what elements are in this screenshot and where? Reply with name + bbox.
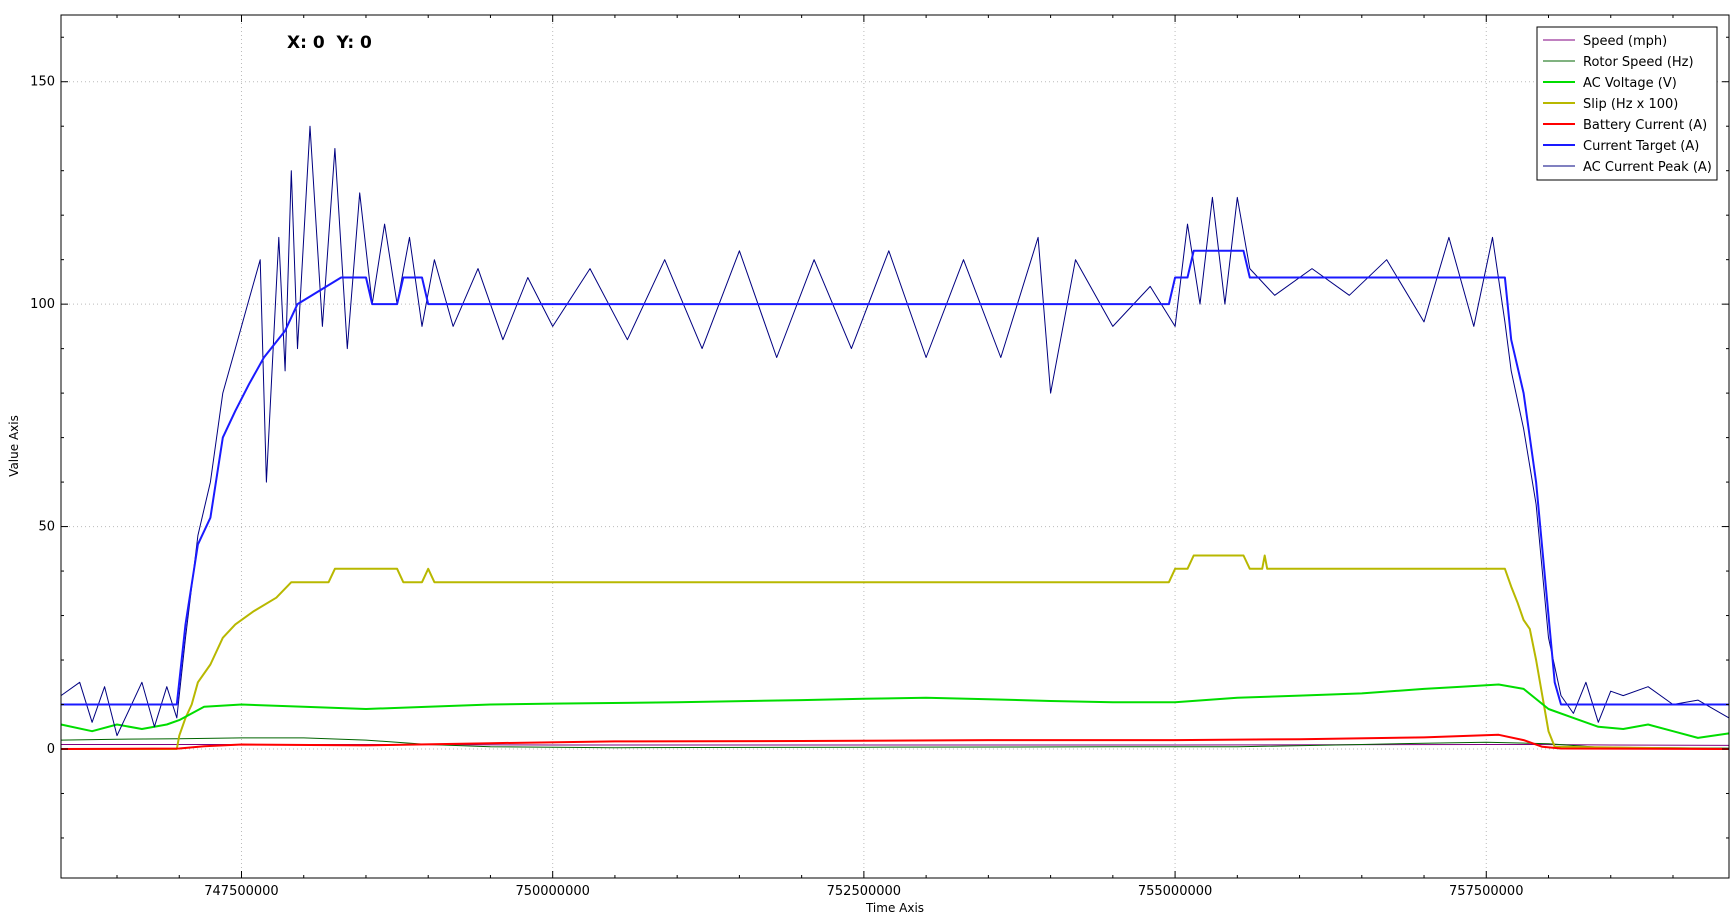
series-line-ac-voltage-v (60, 683, 1730, 739)
series-line-slip-hz-x-100 (61, 554, 1730, 750)
legend-label: Rotor Speed (Hz) (1583, 55, 1694, 70)
legend-label: Slip (Hz x 100) (1583, 97, 1678, 112)
series-line-ac-current-peak-a (60, 125, 1730, 737)
legend-label: AC Current Peak (A) (1583, 160, 1712, 175)
y-tick-label: 100 (30, 297, 55, 312)
coordinate-readout: X: 0 Y: 0 (287, 33, 372, 53)
series-line-current-target-a (61, 249, 1729, 706)
x-axis-title: Time Axis (865, 901, 924, 915)
series-line-battery-current-a (60, 733, 1730, 750)
series-lines (60, 125, 1730, 750)
x-tick-label: 755000000 (1138, 884, 1212, 899)
y-tick-label: 0 (47, 742, 55, 757)
series-line-rotor-speed-hz (60, 737, 1730, 749)
y-axis-title: Value Axis (7, 415, 21, 477)
x-tick-label: 750000000 (515, 884, 589, 899)
y-tick-label: 150 (30, 75, 55, 90)
legend-label: AC Voltage (V) (1583, 76, 1677, 91)
legend-label: Battery Current (A) (1583, 118, 1707, 133)
legend-label: Speed (mph) (1583, 34, 1667, 49)
x-tick-label: 752500000 (827, 884, 901, 899)
y-tick-label: 50 (38, 520, 55, 535)
legend-label: Current Target (A) (1583, 139, 1699, 154)
x-tick-label: 747500000 (204, 884, 278, 899)
plot-frame (60, 14, 1730, 879)
ticks: 747500000 750000000 752500000 755000000 7575… (30, 15, 1729, 899)
x-tick-label: 757500000 (1449, 884, 1523, 899)
legend: Speed (mph) Rotor Speed (Hz) AC Voltage (V… (1536, 26, 1718, 181)
